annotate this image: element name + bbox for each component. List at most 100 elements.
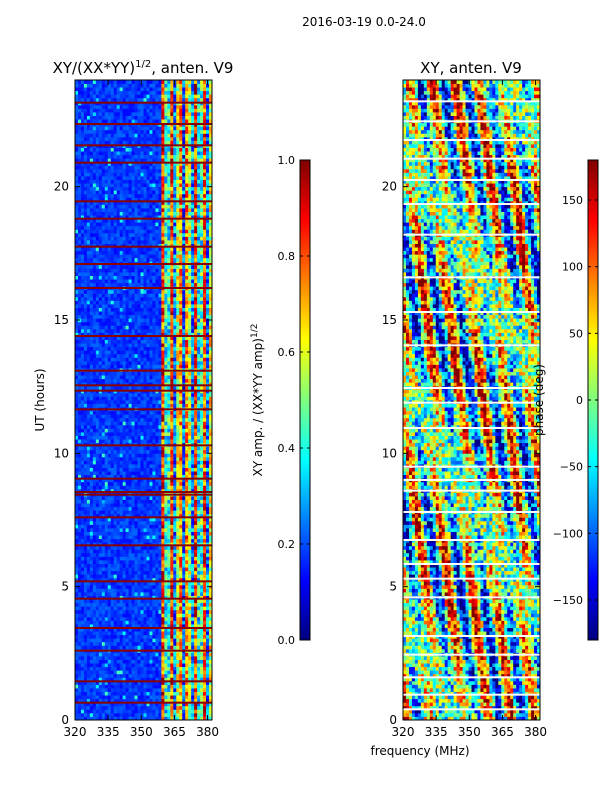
heatmap-cell	[89, 705, 94, 710]
heatmap-cell	[110, 705, 115, 710]
heatmap-cell	[173, 350, 177, 355]
heatmap-cell	[158, 663, 162, 668]
heatmap-cell	[179, 439, 183, 444]
heatmap-cell	[161, 570, 165, 575]
heatmap-cell	[161, 488, 165, 493]
heatmap-cell	[80, 506, 85, 511]
heatmap-cell	[128, 346, 132, 351]
heatmap-cell	[194, 641, 198, 646]
heatmap-cell	[185, 414, 189, 419]
heatmap-cell	[200, 520, 204, 525]
heatmap-cell	[206, 641, 210, 646]
heatmap-cell	[206, 592, 210, 596]
heatmap-cell	[98, 599, 103, 604]
heatmap-cell	[83, 467, 88, 472]
heatmap-cell	[86, 595, 91, 600]
heatmap-cell	[80, 485, 85, 490]
heatmap-cell	[194, 353, 198, 358]
heatmap-cell	[131, 474, 135, 479]
heatmap-cell	[98, 400, 103, 404]
heatmap-cell	[149, 360, 153, 365]
heatmap-cell	[152, 584, 156, 589]
heatmap-cell	[188, 453, 192, 458]
heatmap-cell	[182, 432, 186, 436]
heatmap-cell	[143, 378, 147, 383]
amplitude-heatmap-title: XY/(XX*YY)1/2, anten. V9	[53, 59, 234, 77]
heatmap-cell	[167, 545, 171, 550]
heatmap-cell	[143, 478, 147, 483]
heatmap-cell	[209, 609, 212, 614]
heatmap-cell	[95, 656, 100, 660]
heatmap-cell	[89, 496, 94, 500]
heatmap-cell	[80, 556, 85, 561]
heatmap-cell	[143, 496, 147, 500]
heatmap-cell	[191, 702, 195, 707]
heatmap-cell	[176, 538, 180, 543]
heatmap-cell	[176, 456, 180, 461]
heatmap-cell	[209, 702, 212, 707]
heatmap-cell	[176, 563, 180, 568]
heatmap-cell	[86, 641, 91, 646]
heatmap-cell	[146, 592, 150, 596]
heatmap-cell	[104, 499, 109, 504]
heatmap-cell	[92, 378, 97, 383]
heatmap-cell	[137, 467, 141, 472]
heatmap-cell	[203, 702, 207, 707]
heatmap-cell	[113, 346, 118, 351]
heatmap-cell	[191, 499, 195, 504]
heatmap-cell	[89, 400, 94, 404]
heatmap-cell	[92, 680, 97, 685]
heatmap-cell	[80, 360, 85, 365]
heatmap-cell	[206, 421, 210, 426]
heatmap-cell	[188, 396, 192, 401]
heatmap-cell	[95, 360, 100, 365]
heatmap-cell	[80, 439, 85, 444]
heatmap-cell	[101, 456, 106, 461]
heatmap-cell	[77, 609, 82, 614]
heatmap-cell	[167, 638, 171, 643]
heatmap-cell	[164, 609, 168, 614]
heatmap-cell	[122, 599, 127, 604]
heatmap-cell	[83, 588, 88, 593]
heatmap-cell	[110, 545, 115, 550]
heatmap-cell	[107, 560, 112, 564]
heatmap-cell	[95, 695, 100, 700]
heatmap-cell	[137, 634, 141, 639]
heatmap-cell	[125, 616, 130, 621]
heatmap-cell	[104, 652, 109, 657]
heatmap-cell	[75, 432, 79, 436]
heatmap-cell	[134, 350, 138, 355]
heatmap-cell	[92, 574, 97, 579]
heatmap-cell	[176, 488, 180, 493]
heatmap-cell	[197, 510, 201, 515]
heatmap-cell	[119, 446, 124, 451]
heatmap-cell	[98, 616, 103, 621]
heatmap-cell	[140, 378, 144, 383]
heatmap-cell	[200, 638, 204, 643]
heatmap-cell	[95, 336, 100, 340]
heatmap-cell	[116, 531, 121, 536]
heatmap-cell	[146, 471, 150, 476]
heatmap-cell	[170, 481, 174, 486]
heatmap-cell	[173, 336, 177, 340]
heatmap-cell	[83, 712, 88, 717]
heatmap-cell	[185, 616, 189, 621]
heatmap-cell	[176, 378, 180, 383]
heatmap-cell	[83, 339, 88, 344]
heatmap-cell	[182, 506, 186, 511]
heatmap-cell	[104, 638, 109, 643]
heatmap-cell	[122, 531, 127, 536]
heatmap-cell	[80, 691, 85, 696]
heatmap-cell	[75, 428, 79, 433]
heatmap-cell	[89, 599, 94, 604]
heatmap-cell	[110, 435, 115, 440]
heatmap-cell	[149, 520, 153, 525]
heatmap-cell	[191, 471, 195, 476]
heatmap-cell	[116, 385, 121, 390]
heatmap-cell	[110, 581, 115, 586]
heatmap-cell	[155, 467, 159, 472]
heatmap-cell	[173, 705, 177, 710]
heatmap-cell	[194, 652, 198, 657]
heatmap-cell	[125, 471, 130, 476]
heatmap-cell	[104, 474, 109, 479]
